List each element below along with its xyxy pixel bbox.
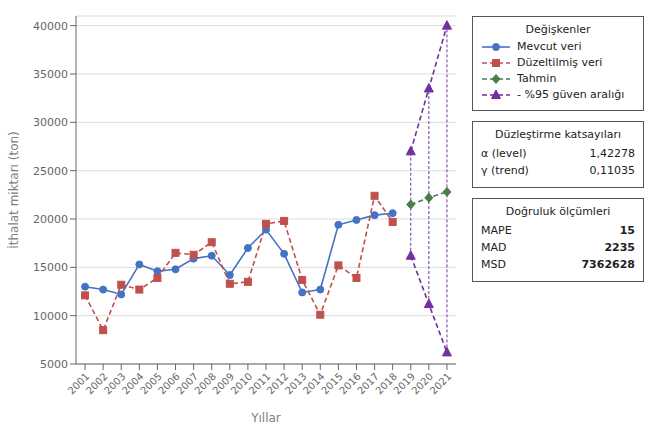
html-text:α (level): α (level) bbox=[481, 147, 527, 160]
svg-text:2011: 2011 bbox=[246, 370, 273, 397]
svg-text:30000: 30000 bbox=[33, 116, 68, 129]
html-text:7362628: 7362628 bbox=[581, 258, 635, 271]
html-text:γ (trend): γ (trend) bbox=[481, 164, 529, 177]
svg-text:2007: 2007 bbox=[174, 370, 201, 397]
svg-text:2002: 2002 bbox=[83, 370, 110, 397]
svg-text:2004: 2004 bbox=[120, 370, 146, 397]
svg-text:İthalat miktarı (ton): İthalat miktarı (ton) bbox=[8, 131, 21, 249]
svg-text:40000: 40000 bbox=[33, 20, 68, 33]
html-text:MAPE: MAPE bbox=[481, 224, 512, 237]
html-text:Düzeltilmiş veri: Düzeltilmiş veri bbox=[517, 56, 603, 69]
html-text:Tahmin: Tahmin bbox=[517, 72, 557, 85]
html-text:- %95 güven aralığı: - %95 güven aralığı bbox=[517, 88, 625, 101]
html-text:2235: 2235 bbox=[604, 241, 635, 254]
svg-text:2010: 2010 bbox=[228, 370, 255, 397]
html-text:Düzleştirme katsayıları: Düzleştirme katsayıları bbox=[495, 128, 621, 141]
svg-text:2019: 2019 bbox=[391, 370, 418, 397]
svg-text:2018: 2018 bbox=[373, 370, 400, 397]
html-text:Doğruluk ölçümleri: Doğruluk ölçümleri bbox=[505, 205, 611, 218]
svg-text:2021: 2021 bbox=[428, 371, 454, 397]
svg-text:2009: 2009 bbox=[210, 370, 237, 397]
svg-text:Yıllar: Yıllar bbox=[250, 411, 281, 425]
svg-text:2016: 2016 bbox=[337, 370, 363, 397]
html-text:MAD: MAD bbox=[481, 241, 507, 254]
html-text:15: 15 bbox=[619, 224, 635, 237]
svg-text:2006: 2006 bbox=[156, 370, 182, 397]
svg-text:35000: 35000 bbox=[33, 68, 68, 81]
svg-text:2015: 2015 bbox=[319, 370, 345, 397]
svg-text:2014: 2014 bbox=[300, 370, 327, 397]
html-text:1,42278: 1,42278 bbox=[589, 147, 635, 160]
svg-text:2001: 2001 bbox=[65, 370, 92, 397]
html-text:MSD: MSD bbox=[481, 258, 506, 271]
svg-text:10000: 10000 bbox=[33, 310, 68, 323]
svg-text:25000: 25000 bbox=[33, 165, 68, 178]
svg-text:2005: 2005 bbox=[138, 370, 164, 397]
svg-text:2012: 2012 bbox=[264, 370, 291, 397]
svg-text:2003: 2003 bbox=[101, 370, 128, 397]
html-text:Değişkenler: Değişkenler bbox=[525, 23, 591, 36]
html-text:Mevcut veri: Mevcut veri bbox=[517, 40, 582, 53]
svg-text:5000: 5000 bbox=[40, 358, 68, 371]
svg-text:15000: 15000 bbox=[33, 261, 68, 274]
svg-text:2017: 2017 bbox=[355, 370, 381, 397]
svg-text:2013: 2013 bbox=[282, 370, 309, 397]
svg-text:20000: 20000 bbox=[33, 213, 68, 226]
html-text:0,11035: 0,11035 bbox=[589, 164, 635, 177]
svg-text:2020: 2020 bbox=[409, 370, 436, 397]
svg-text:2008: 2008 bbox=[192, 370, 219, 397]
